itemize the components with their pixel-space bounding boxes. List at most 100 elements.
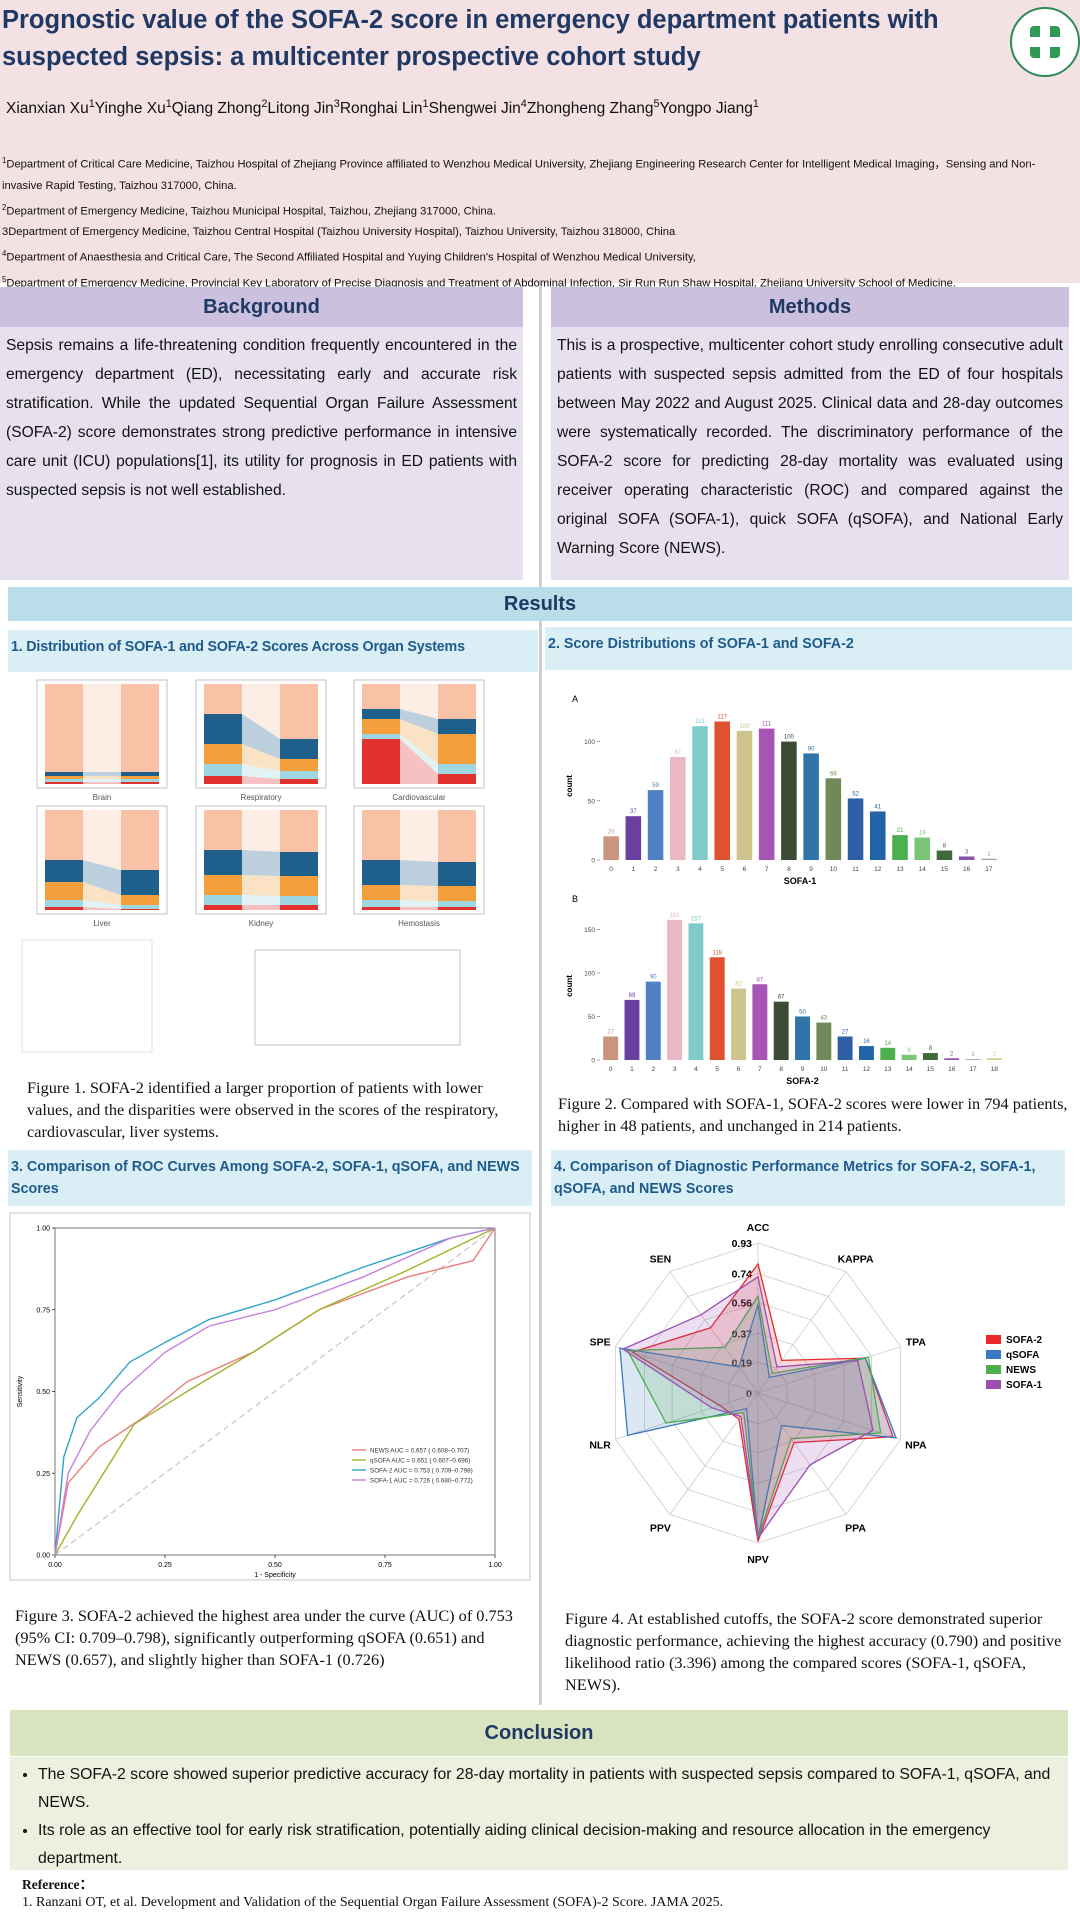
stack-segment xyxy=(45,810,83,860)
conclusion-list: The SOFA-2 score showed superior predict… xyxy=(38,1761,1060,1873)
bar xyxy=(825,778,842,860)
figure-caption: Figure 3. SOFA-2 achieved the highest ar… xyxy=(15,1606,513,1669)
affiliation-mark: 1 xyxy=(88,98,95,110)
panel-frame xyxy=(21,939,153,1053)
spoke xyxy=(757,1392,847,1515)
flow-band xyxy=(83,882,121,905)
flow-band xyxy=(400,810,438,862)
x-tick-label: 5 xyxy=(715,1066,719,1073)
roc-curve xyxy=(54,1227,496,1556)
panel-frame xyxy=(36,805,168,915)
bar xyxy=(603,1036,619,1060)
flow-band xyxy=(400,907,438,910)
stack-segment xyxy=(45,900,83,907)
flow-band xyxy=(242,684,280,739)
legend-swatch xyxy=(986,1350,1001,1359)
value-label: 52 xyxy=(852,791,859,797)
y-tick-label: 0.25 xyxy=(36,1471,50,1478)
column-divider xyxy=(539,287,542,1705)
value-label: 109 xyxy=(739,724,750,730)
affiliation: 3Department of Emergency Medicine, Taizh… xyxy=(2,222,1067,243)
conclusion-box: The SOFA-2 score showed superior predict… xyxy=(10,1757,1068,1870)
results-heading: Results xyxy=(8,587,1072,621)
stack-segment xyxy=(45,684,83,772)
value-label: 87 xyxy=(674,750,681,756)
x-axis-label: SOFA-2 xyxy=(786,1076,819,1086)
y-tick-label: 0.75 xyxy=(36,1307,50,1314)
flow-band xyxy=(242,776,280,784)
section-text: Sepsis remains a life-threatening condit… xyxy=(0,327,523,580)
stack-segment xyxy=(438,862,476,886)
value-label: 19 xyxy=(919,831,926,837)
axis-label: TPA xyxy=(906,1337,927,1349)
y-tick-label: 0 xyxy=(591,858,595,865)
stack-segment xyxy=(362,900,400,907)
x-tick-label: 17 xyxy=(985,866,993,873)
stack-segment xyxy=(362,907,400,910)
stack-segment xyxy=(280,739,318,759)
affiliation: 4Department of Anaesthesia and Critical … xyxy=(2,243,1067,269)
flow-band xyxy=(83,772,121,776)
flow-band xyxy=(242,905,280,910)
stack-segment xyxy=(362,810,400,860)
spoke xyxy=(615,1346,759,1394)
value-label: 20 xyxy=(608,829,615,835)
flow-band xyxy=(400,709,438,734)
value-label: 161 xyxy=(670,913,681,919)
x-tick-label: 3 xyxy=(676,866,680,873)
author-name: Zhongheng Zhang xyxy=(526,100,654,118)
value-label: 100 xyxy=(784,735,795,741)
author-name: Litong Jin xyxy=(267,100,334,118)
ring-label: 0.37 xyxy=(732,1328,753,1340)
author-name: Shengwei Jin xyxy=(428,100,521,118)
subsection-heading: 4. Comparison of Diagnostic Performance … xyxy=(551,1150,1065,1206)
x-tick-label: 12 xyxy=(874,866,882,873)
bar xyxy=(731,988,747,1060)
reference-diagonal xyxy=(54,1227,496,1556)
stack-segment xyxy=(45,776,83,779)
bar xyxy=(803,753,819,860)
flow-band xyxy=(400,885,438,901)
bar xyxy=(758,728,775,860)
y-tick-label: 0 xyxy=(591,1058,595,1065)
affiliation-mark: 5 xyxy=(2,275,7,285)
x-tick-label: 4 xyxy=(698,866,702,873)
bar xyxy=(692,726,708,860)
axis-label: NPV xyxy=(747,1554,769,1566)
value-label: 2 xyxy=(993,1051,997,1057)
stack-segment xyxy=(438,901,476,907)
bar xyxy=(688,923,704,1060)
roc-curve xyxy=(54,1227,496,1556)
stack-segment xyxy=(438,684,476,719)
flow-band xyxy=(400,900,438,907)
y-tick-label: 1.00 xyxy=(36,1226,50,1233)
section-text: This is a prospective, multicenter cohor… xyxy=(551,327,1069,580)
stack-segment xyxy=(204,850,242,875)
y-axis-label: count xyxy=(565,775,574,797)
stack-segment xyxy=(438,774,476,784)
bar xyxy=(645,981,661,1060)
value-label: 8 xyxy=(943,844,947,850)
flow-band xyxy=(242,810,280,852)
stack-segment xyxy=(280,896,318,905)
value-label: 111 xyxy=(762,722,772,728)
legend-swatch xyxy=(986,1380,1001,1389)
affiliation-text: Department of Emergency Medicine, Taizho… xyxy=(6,205,496,218)
value-label: 37 xyxy=(630,809,637,815)
value-label: 50 xyxy=(799,1009,806,1015)
stack-segment xyxy=(204,905,242,910)
flow-band xyxy=(400,739,438,784)
y-tick-label: 50 xyxy=(588,1014,596,1021)
bar xyxy=(914,837,930,860)
stack-segment xyxy=(204,684,242,714)
x-tick-label: 1 xyxy=(632,866,636,873)
bar xyxy=(625,816,642,860)
x-tick-label: 16 xyxy=(948,1066,956,1073)
x-tick-label: 11 xyxy=(842,1066,849,1073)
flow-band xyxy=(83,779,121,782)
affiliation-mark: 2 xyxy=(2,202,7,212)
affiliation-mark: 4 xyxy=(520,98,527,110)
axis-label: NLR xyxy=(589,1439,611,1451)
x-tick-label: 14 xyxy=(919,866,927,873)
